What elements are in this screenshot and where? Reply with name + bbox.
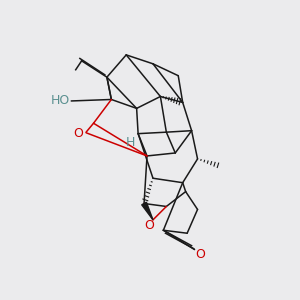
Text: O: O bbox=[195, 248, 205, 261]
Text: H: H bbox=[126, 136, 135, 149]
Text: O: O bbox=[145, 219, 154, 232]
Text: HO: HO bbox=[51, 94, 70, 107]
Text: O: O bbox=[74, 127, 84, 140]
Polygon shape bbox=[142, 202, 153, 220]
